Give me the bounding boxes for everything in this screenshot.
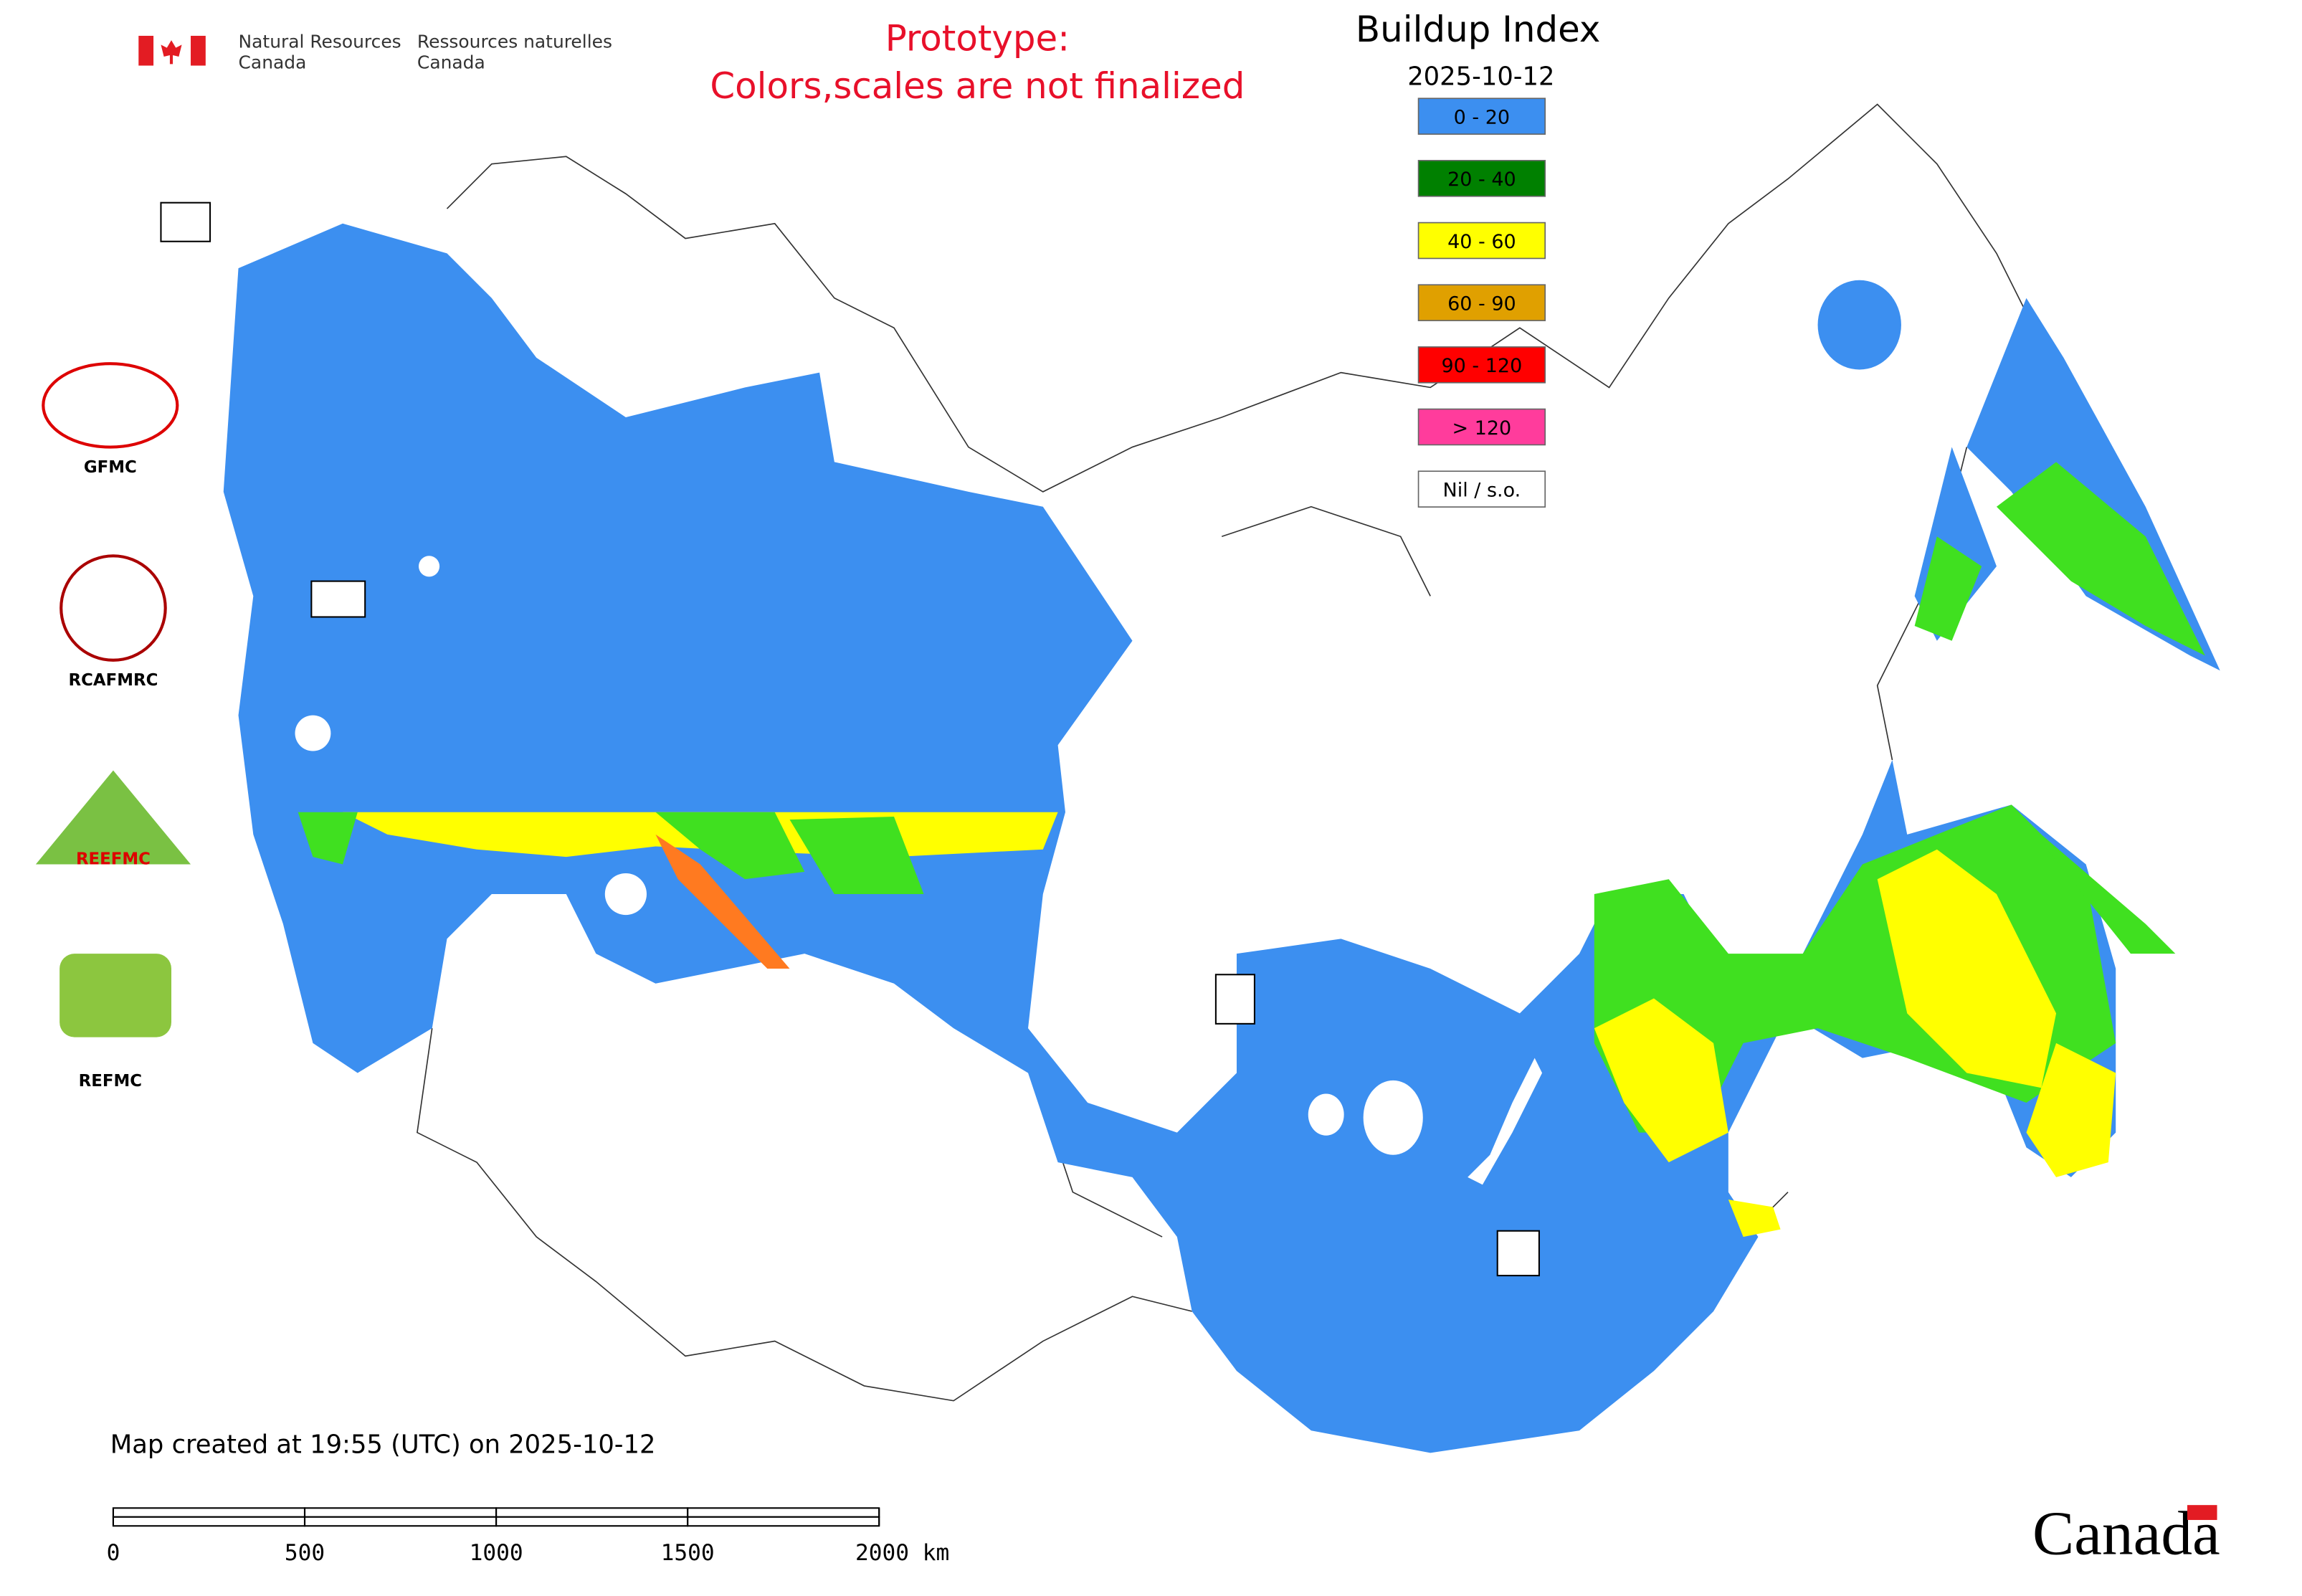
lake xyxy=(1468,1058,1543,1185)
logo xyxy=(35,770,191,865)
logo-label: REFMC xyxy=(79,1072,142,1091)
legend-label: 20 - 40 xyxy=(1447,168,1516,191)
legend: 0 - 20 20 - 40 40 - 60 60 - 90 90 - 120 > 120… xyxy=(1417,98,1546,508)
logo-text: REEFMC xyxy=(76,850,151,868)
scale-segment xyxy=(687,1516,880,1527)
scale-segment xyxy=(303,1516,498,1527)
scale-segment xyxy=(495,1507,689,1518)
scale-segment xyxy=(112,1507,306,1518)
gap xyxy=(604,873,647,916)
logo-label: GFMC xyxy=(84,458,137,477)
logo xyxy=(42,362,179,449)
legend-label: 0 - 20 xyxy=(1454,107,1510,129)
scale-segment xyxy=(112,1516,306,1527)
legend-swatch xyxy=(1417,346,1546,384)
org-name: Canada xyxy=(239,52,307,73)
scale-segment xyxy=(303,1507,498,1518)
scale-bar: 0 500 1000 1500 2000 km xyxy=(107,1507,949,1566)
created-note: Map created at 19:55 (UTC) on 2025-10-12 xyxy=(110,1430,656,1459)
station-logo xyxy=(1214,974,1255,1025)
station-logo xyxy=(310,580,366,618)
index-area-hot xyxy=(655,834,790,969)
flag xyxy=(191,35,206,66)
notice: Prototype: xyxy=(885,18,1070,60)
legend-label: > 120 xyxy=(1452,417,1512,440)
org-name: Ressources naturelles xyxy=(417,32,612,52)
index-area-mid xyxy=(1594,849,2116,1238)
logo xyxy=(60,554,167,662)
index-area-low xyxy=(1817,280,1901,370)
org-name: Natural Resources xyxy=(239,32,401,52)
scale-label: 1000 xyxy=(470,1540,523,1566)
legend-swatch xyxy=(1417,408,1546,446)
legend-label: 60 - 90 xyxy=(1447,293,1516,315)
gap xyxy=(295,715,331,751)
gap xyxy=(1308,1093,1344,1136)
station-logo xyxy=(1496,1230,1540,1277)
gap xyxy=(419,556,440,577)
logo xyxy=(60,954,172,1037)
scale-label: 0 xyxy=(107,1540,120,1566)
legend-date: 2025-10-12 xyxy=(1407,62,1554,92)
flag xyxy=(138,35,154,66)
station-logo xyxy=(160,201,211,242)
land-outline xyxy=(1221,447,1968,761)
land-outline xyxy=(446,103,2027,493)
flag xyxy=(2187,1505,2217,1520)
legend-label: Nil / s.o. xyxy=(1443,480,1521,502)
scale-label: 2000 km xyxy=(855,1540,949,1566)
index-area-green xyxy=(298,812,924,895)
legend-label: 90 - 120 xyxy=(1441,355,1522,377)
land-outline xyxy=(417,1027,1192,1402)
index-area-green xyxy=(1914,462,2205,954)
legend-swatch xyxy=(1417,98,1546,135)
scale-segment xyxy=(495,1516,689,1527)
legend-swatch xyxy=(1417,160,1546,197)
flag xyxy=(161,40,182,65)
index-area-low xyxy=(223,223,2116,1453)
legend-title: Buildup Index xyxy=(1356,9,1601,50)
scale-segment xyxy=(687,1507,880,1518)
scale-label: 1500 xyxy=(661,1540,715,1566)
legend-swatch xyxy=(1417,222,1546,260)
scale-label: 500 xyxy=(285,1540,325,1566)
notice: Colors,scales are not finalized xyxy=(710,65,1245,107)
org-name: Canada xyxy=(417,52,485,73)
legend-swatch xyxy=(1417,284,1546,321)
logo-label: RCAFMRC xyxy=(69,671,158,690)
gap xyxy=(1363,1080,1423,1155)
legend-swatch xyxy=(1417,470,1546,508)
legend-label: 40 - 60 xyxy=(1447,231,1516,253)
